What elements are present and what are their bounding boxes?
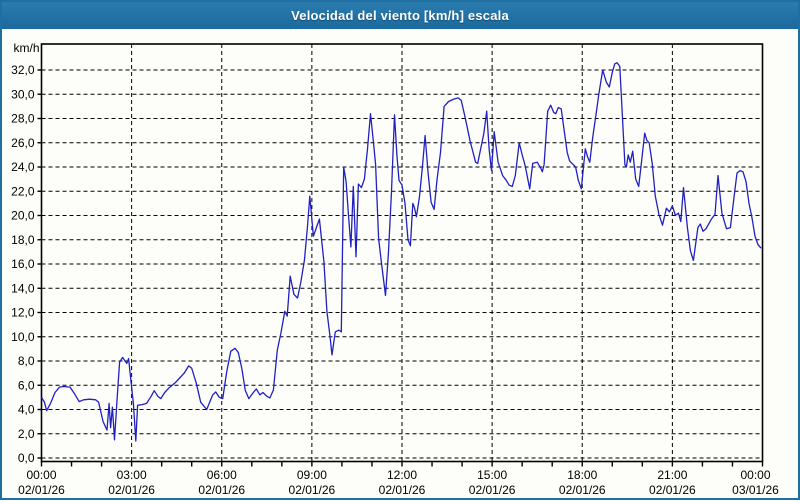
y-axis-label: 32,0 bbox=[11, 63, 35, 77]
x-axis-time-label: 21:00 bbox=[657, 468, 687, 482]
chart-title: Velocidad del viento [km/h] escala bbox=[291, 8, 509, 23]
x-axis-time-label: 03:00 bbox=[117, 468, 147, 482]
y-axis-label: 26,0 bbox=[11, 136, 35, 150]
y-axis-label: 20,0 bbox=[11, 209, 35, 223]
x-axis-date-label: 02/01/26 bbox=[469, 483, 516, 497]
x-axis-date-label: 02/01/26 bbox=[379, 483, 426, 497]
y-axis-label: 4,0 bbox=[18, 403, 35, 417]
x-axis-time-label: 09:00 bbox=[297, 468, 327, 482]
y-axis-label: 2,0 bbox=[18, 427, 35, 441]
x-axis-time-label: 15:00 bbox=[477, 468, 507, 482]
x-axis-time-label: 00:00 bbox=[740, 468, 770, 482]
x-axis-date-label: 02/01/26 bbox=[198, 483, 245, 497]
y-axis-label: 28,0 bbox=[11, 112, 35, 126]
y-axis-label: 10,0 bbox=[11, 330, 35, 344]
y-axis-label: 0,0 bbox=[18, 451, 35, 465]
wind-speed-line bbox=[40, 62, 762, 442]
x-axis-date-label: 03/01/26 bbox=[732, 483, 779, 497]
x-axis-time-label: 00:00 bbox=[26, 468, 56, 482]
y-axis-label: 8,0 bbox=[18, 354, 35, 368]
x-axis-date-label: 02/01/26 bbox=[108, 483, 155, 497]
y-axis-label: 6,0 bbox=[18, 378, 35, 392]
chart-title-bar: Velocidad del viento [km/h] escala bbox=[2, 2, 798, 29]
x-axis-date-label: 02/01/26 bbox=[18, 483, 65, 497]
y-axis-label: 24,0 bbox=[11, 160, 35, 174]
x-axis-date-label: 02/01/26 bbox=[289, 483, 336, 497]
y-axis-label: 30,0 bbox=[11, 87, 35, 101]
y-axis-label: 18,0 bbox=[11, 233, 35, 247]
y-axis-label: 12,0 bbox=[11, 306, 35, 320]
y-axis-label: 22,0 bbox=[11, 184, 35, 198]
x-axis-time-label: 06:00 bbox=[207, 468, 237, 482]
y-axis-unit-label: km/h bbox=[13, 41, 39, 55]
x-axis-time-label: 18:00 bbox=[567, 468, 597, 482]
x-axis-time-label: 12:00 bbox=[387, 468, 417, 482]
x-axis-date-label: 02/01/26 bbox=[559, 483, 606, 497]
y-axis-label: 16,0 bbox=[11, 257, 35, 271]
x-axis-date-label: 02/01/26 bbox=[649, 483, 696, 497]
y-axis-label: 14,0 bbox=[11, 281, 35, 295]
